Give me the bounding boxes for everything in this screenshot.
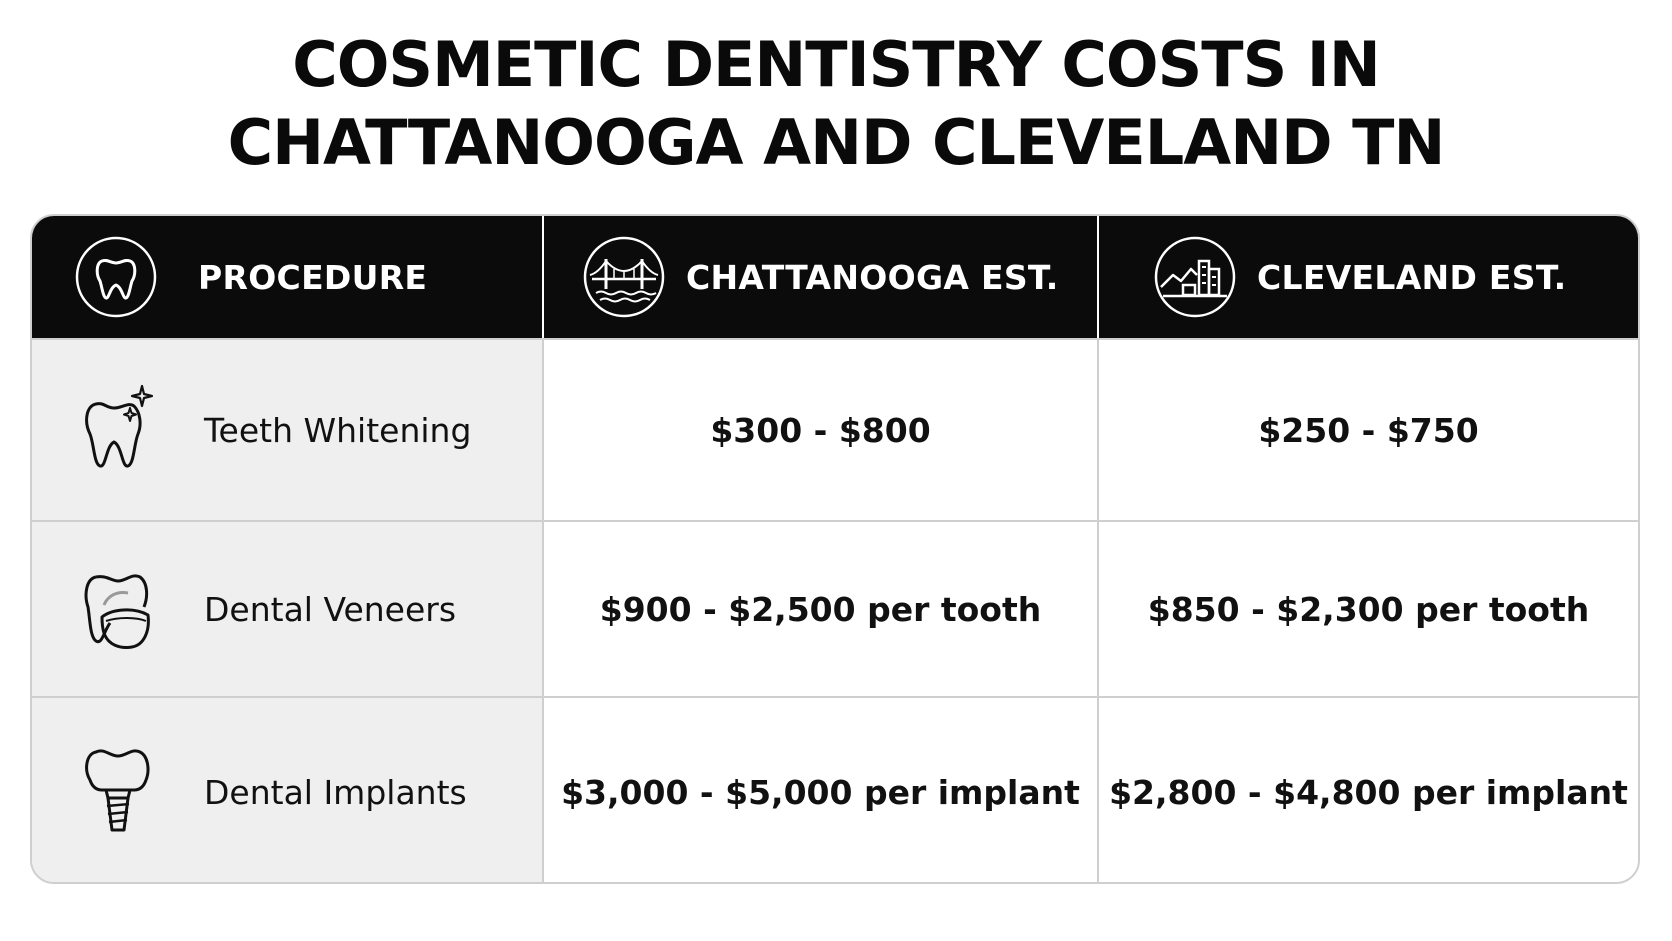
- cleveland-price: $2,800 - $4,800 per implant: [1097, 698, 1638, 882]
- procedure-name: Dental Veneers: [204, 589, 457, 629]
- sparkling-tooth-icon: [85, 384, 154, 468]
- chattanooga-price: $900 - $2,500 per tooth: [542, 522, 1097, 696]
- title-line-2: CHATTANOOGA AND CLEVELAND TN: [227, 106, 1446, 179]
- chattanooga-price: $3,000 - $5,000 per implant: [542, 698, 1097, 882]
- procedure-name: Teeth Whitening: [204, 410, 472, 450]
- table-row: Dental Implants $3,000 - $5,000 per impl…: [32, 696, 1638, 882]
- table-row: Teeth Whitening $300 - $800 $250 - $750: [32, 338, 1638, 520]
- header-procedure: PROCEDURE: [32, 216, 542, 338]
- header-cleveland: CLEVELAND EST.: [1097, 216, 1638, 338]
- procedure-name: Dental Implants: [204, 772, 467, 812]
- veneer-tooth-icon: [84, 574, 150, 649]
- page-title: COSMETIC DENTISTRY COSTS IN CHATTANOOGA …: [0, 26, 1672, 182]
- procedure-cell: Teeth Whitening: [32, 340, 542, 520]
- cleveland-price: $850 - $2,300 per tooth: [1097, 522, 1638, 696]
- header-label: PROCEDURE: [198, 257, 428, 297]
- procedure-cell: Dental Implants: [32, 698, 542, 882]
- header-chattanooga: CHATTANOOGA EST.: [542, 216, 1097, 338]
- title-line-1: COSMETIC DENTISTRY COSTS IN: [292, 28, 1381, 101]
- table-row: Dental Veneers $900 - $2,500 per tooth $…: [32, 520, 1638, 696]
- cost-table: PROCEDURE CHATTANOOGA EST.: [30, 214, 1640, 884]
- procedure-cell: Dental Veneers: [32, 522, 542, 696]
- dental-implant-icon: [85, 749, 150, 832]
- bridge-icon: [583, 236, 665, 318]
- header-label: CHATTANOOGA EST.: [686, 257, 1059, 297]
- city-skyline-icon: [1154, 236, 1236, 318]
- chattanooga-price: $300 - $800: [542, 340, 1097, 520]
- tooth-icon: [75, 236, 157, 318]
- cleveland-price: $250 - $750: [1097, 340, 1638, 520]
- table-header: PROCEDURE CHATTANOOGA EST.: [32, 216, 1638, 338]
- header-label: CLEVELAND EST.: [1257, 257, 1567, 297]
